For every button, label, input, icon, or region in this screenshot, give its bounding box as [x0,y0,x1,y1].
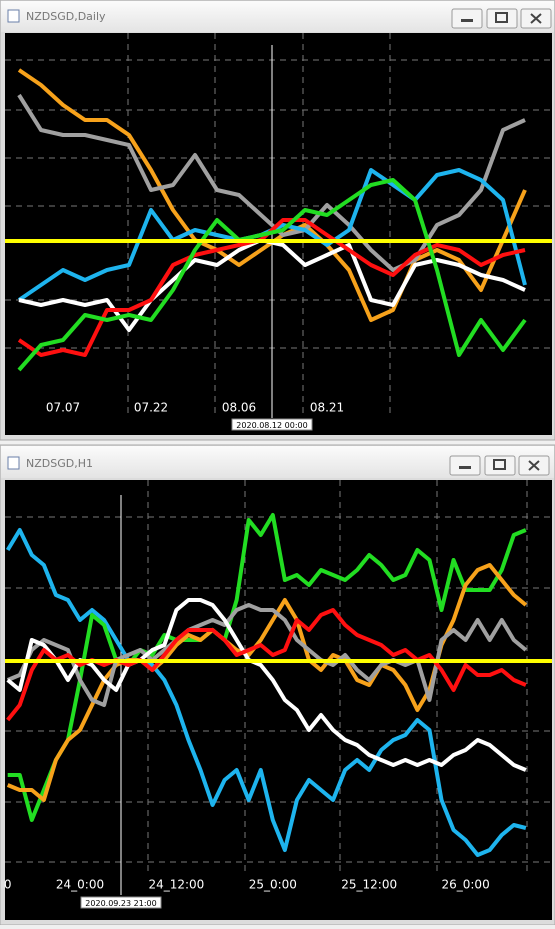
icon [461,19,473,22]
series-line [6,603,528,707]
crosshair-label-box [80,896,162,909]
crosshair-label: 2020.08.12 00:00 [236,421,307,430]
window-title: NZDSGD,H1 [26,457,93,470]
x-tick-label: 08.21 [310,401,344,415]
x-tick-label: 07.22 [134,401,168,415]
icon [459,466,471,469]
series-line [17,178,527,372]
x-tick-label: 08.06 [222,401,256,415]
icon [495,12,508,23]
series-line [7,513,527,822]
window-icon [7,456,20,470]
x-tick-label: 07.07 [46,401,80,415]
minimize-button[interactable] [451,8,483,29]
series-line [17,93,526,272]
window-buttons [449,455,550,476]
minimize-button[interactable] [449,455,481,476]
window-buttons [451,8,552,29]
window-title: NZDSGD,Daily [26,10,106,23]
x-tick-label: 24_0:00 [56,878,104,892]
x-tick-label: 25_0:00 [249,878,297,892]
series-line [5,528,527,857]
window-icon [7,9,20,23]
icon [530,13,542,24]
x-tick-label: 25_12:00 [341,878,397,892]
plot-background [5,33,552,435]
restore-button[interactable] [486,8,518,29]
icon [493,459,506,470]
series-line [6,598,527,772]
x-tick-label: 26_0:00 [441,878,489,892]
crosshair-label: 2020.09.23 21:00 [85,899,156,908]
crosshair-label-box [231,418,313,431]
x-tick-label: 0 [4,878,12,892]
restore-button[interactable] [484,455,516,476]
x-tick-label: 24_12:00 [148,878,204,892]
icon [528,460,540,471]
